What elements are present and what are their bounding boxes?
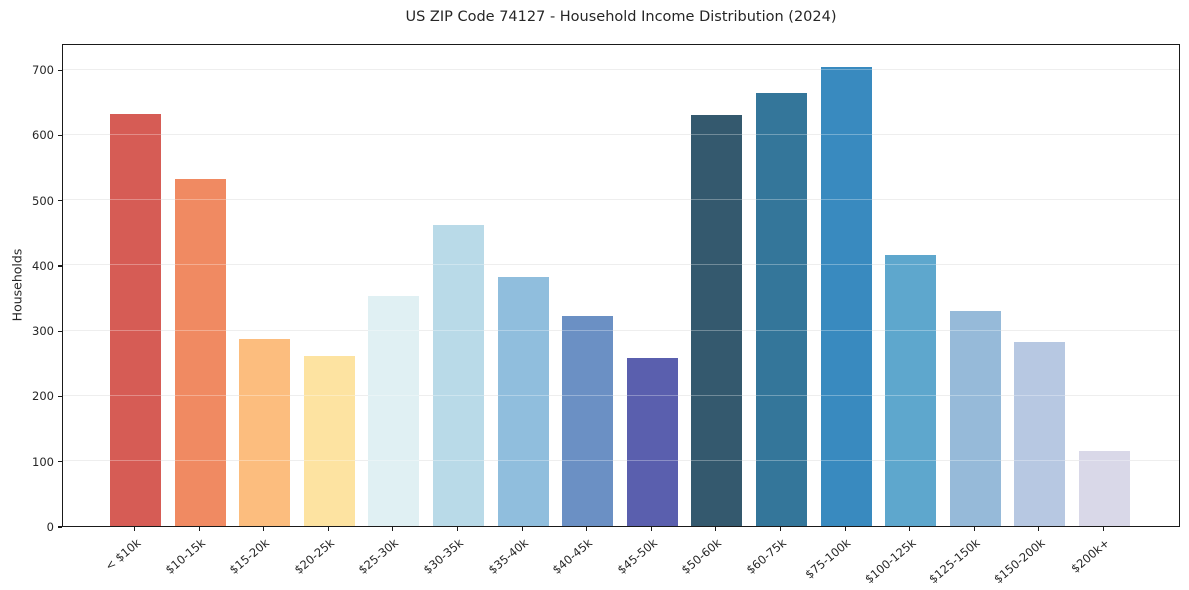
bar (1079, 450, 1130, 526)
y-tick-label: 300 (32, 324, 54, 339)
bar (562, 315, 614, 526)
x-tick-mark (327, 527, 329, 531)
y-tick-label: 200 (32, 389, 54, 404)
x-tick-mark (909, 527, 911, 531)
x-tick-label: $60-75k (743, 535, 789, 577)
x-tick-mark (586, 527, 588, 531)
y-tick-mark (58, 200, 62, 202)
x-tick-label: $10-15k (162, 535, 208, 577)
gridline (63, 133, 1179, 135)
x-tick-label: $200k+ (1068, 535, 1112, 576)
x-tick-mark (844, 527, 846, 531)
x-tick-label: $125-150k (926, 535, 983, 587)
plot-area (62, 44, 1180, 527)
bar (433, 224, 484, 526)
x-tick-label: $75-100k (802, 535, 854, 582)
bar (820, 66, 872, 526)
x-tick-label: $40-45k (549, 535, 596, 577)
x-tick-label: $100-125k (861, 535, 919, 587)
bar (239, 338, 291, 526)
bar (303, 356, 355, 526)
x-tick-label: < $10k (101, 535, 143, 574)
x-tick-mark (715, 527, 717, 531)
y-tick-label: 0 (46, 520, 54, 534)
y-tick-label: 500 (32, 193, 54, 208)
gridline (63, 394, 1179, 396)
gridline (63, 329, 1179, 331)
x-tick-label: $30-35k (420, 535, 466, 577)
y-tick-mark (58, 134, 62, 136)
x-tick-mark (198, 527, 200, 531)
bar (885, 254, 937, 526)
y-tick-mark (58, 526, 62, 528)
x-tick-mark (1102, 527, 1105, 531)
x-tick-label: $150-200k (990, 535, 1048, 587)
x-tick-label: $45-50k (614, 535, 660, 577)
y-tick-mark (58, 395, 62, 398)
gridline (63, 264, 1179, 266)
x-tick-mark (973, 527, 975, 531)
bar (949, 310, 1001, 526)
y-tick-mark (58, 69, 62, 71)
x-tick-mark (650, 527, 652, 531)
x-tick-label: $35-40k (485, 535, 531, 577)
x-tick-mark (1038, 527, 1040, 531)
bar (691, 114, 743, 526)
bar (626, 357, 678, 526)
x-tick-mark (779, 527, 782, 531)
y-tick-mark (58, 330, 62, 332)
x-tick-label: $25-30k (356, 535, 402, 577)
bar (110, 113, 161, 526)
x-tick-label: $50-60k (679, 535, 725, 577)
bar (174, 178, 226, 526)
y-tick-mark (58, 265, 62, 267)
chart-title: US ZIP Code 74127 - Household Income Dis… (405, 9, 837, 25)
y-tick-label: 700 (32, 63, 54, 78)
x-tick-mark (263, 527, 265, 531)
gridline (63, 199, 1179, 201)
bar (497, 276, 549, 526)
y-tick-label: 100 (32, 454, 54, 469)
gridline (63, 460, 1179, 462)
bar (756, 93, 807, 526)
x-tick-label: $20-25k (291, 535, 337, 577)
bar (368, 296, 420, 526)
y-tick-label: 600 (32, 128, 54, 143)
bar (1014, 341, 1066, 526)
y-tick-label: 400 (32, 258, 54, 273)
x-tick-mark (521, 527, 523, 531)
x-tick-mark (133, 527, 136, 531)
x-tick-mark (456, 527, 459, 531)
x-tick-mark (392, 527, 394, 531)
y-tick-mark (58, 461, 62, 463)
gridline (63, 68, 1179, 70)
x-tick-label: $15-20k (226, 535, 273, 577)
